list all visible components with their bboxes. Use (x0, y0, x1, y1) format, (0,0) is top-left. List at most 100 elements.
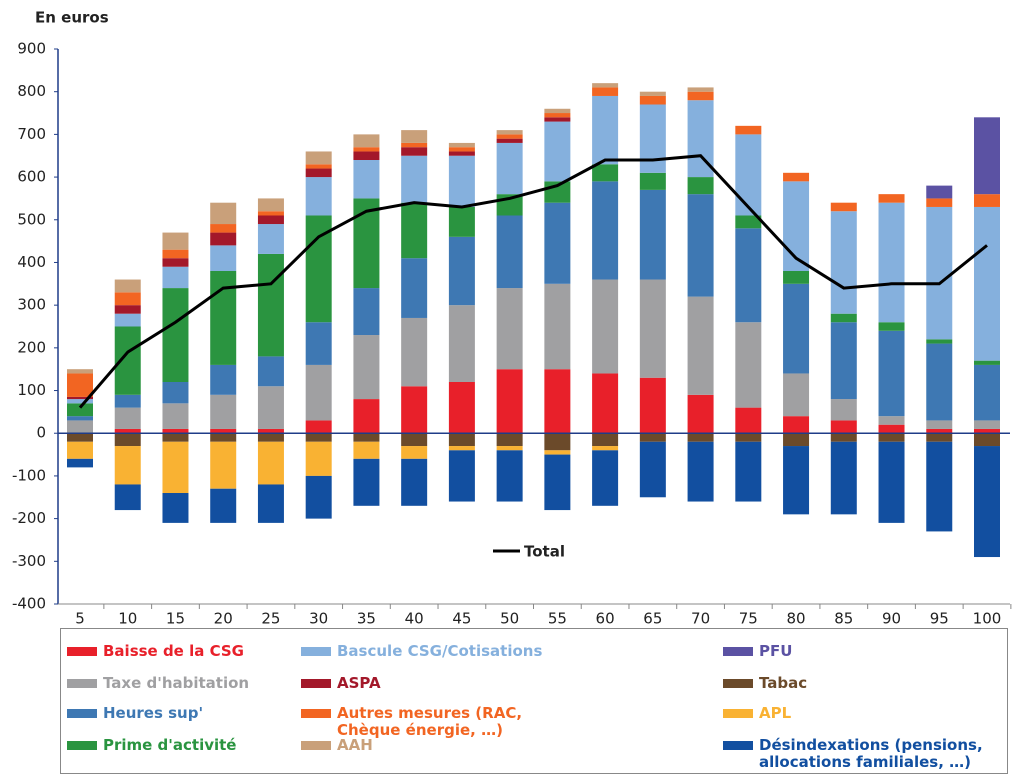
bar-segment (162, 266, 189, 289)
bar-segment (67, 403, 93, 417)
bar-segment (544, 121, 571, 182)
x-tick-label: 90 (882, 610, 901, 628)
bar-segment (926, 441, 953, 532)
bar-segment (639, 91, 666, 96)
bar-segment (974, 194, 1000, 207)
bar-segment (496, 142, 523, 195)
bar-segment (735, 407, 762, 434)
legend-swatch (301, 647, 331, 656)
bar-segment (592, 373, 619, 434)
legend-swatch (67, 709, 97, 718)
x-tick-label: 45 (452, 610, 471, 628)
bar-segment (783, 433, 810, 447)
y-tick-label: -300 (12, 552, 46, 570)
bar-segment (305, 420, 332, 434)
bar-segment (496, 369, 523, 434)
bar-segment (162, 493, 189, 523)
y-tick-label: 100 (17, 381, 46, 399)
legend-swatch (723, 647, 753, 656)
bar-segment (783, 416, 810, 434)
legend-swatch (67, 679, 97, 688)
bar-segment (974, 364, 1000, 421)
bar-segment (162, 249, 189, 259)
bar-segment (67, 433, 93, 442)
bar-segment (257, 215, 284, 225)
bar-segment (401, 317, 428, 387)
bar-segment (210, 364, 237, 395)
bar-segment (210, 271, 237, 365)
bar-segment (878, 416, 905, 425)
x-tick-label: 75 (739, 610, 758, 628)
bar-segment (878, 322, 905, 331)
bar-segment (687, 87, 714, 92)
legend-item: Bascule CSG/Cotisations (301, 643, 542, 660)
bar-segment (496, 138, 523, 143)
x-tick-label: 50 (500, 610, 519, 628)
bar-segment (974, 420, 1000, 429)
bar-segment (114, 484, 141, 511)
bar-segment (830, 420, 857, 434)
bar-segment (926, 339, 953, 344)
bar-segment (162, 232, 189, 250)
bar-segment (830, 211, 857, 314)
bar-segment (114, 407, 141, 429)
bar-segment (353, 288, 380, 336)
y-tick-label: 400 (17, 253, 46, 271)
bar-segment (735, 441, 762, 502)
x-tick-label: 70 (691, 610, 710, 628)
bar-segment (401, 433, 428, 447)
bar-segment (878, 433, 905, 442)
y-tick-label: -100 (12, 466, 46, 484)
bar-segment (162, 403, 189, 429)
bar-segment (687, 433, 714, 442)
legend-item: Désindexations (pensions, allocations fa… (723, 737, 999, 771)
bar-segment (401, 258, 428, 318)
y-tick-label: -200 (12, 509, 46, 527)
bar-segment (353, 151, 380, 160)
bar-segment (592, 450, 619, 506)
bar-segment (210, 224, 237, 233)
plot-area (58, 49, 1010, 604)
bar-segment (830, 433, 857, 442)
legend-label: ASPA (337, 674, 381, 692)
bar-segment (210, 441, 237, 489)
legend-label: Prime d'activité (103, 736, 237, 754)
x-tick-label: 60 (596, 610, 615, 628)
bar-segment (448, 446, 475, 451)
bar-segment (448, 236, 475, 306)
bar-segment (67, 458, 93, 468)
bar-segment (878, 194, 905, 203)
bar-segment (114, 313, 141, 327)
bar-segment (687, 177, 714, 195)
bar-segment (67, 396, 93, 400)
bar-segment (735, 322, 762, 408)
bar-segment (210, 428, 237, 434)
bar-segment (210, 245, 237, 271)
legend-item: Prime d'activité (67, 737, 236, 754)
bar-segment (448, 382, 475, 434)
x-tick-label: 40 (405, 610, 424, 628)
x-tick-label: 25 (261, 610, 280, 628)
bar-segment (544, 454, 571, 511)
bar-segment (162, 382, 189, 404)
bar-segment (496, 130, 523, 135)
y-axis-label: En euros (35, 9, 109, 27)
legend-label: Baisse de la CSG (103, 642, 244, 660)
bar-segment (639, 441, 666, 498)
bar-segment (687, 394, 714, 434)
x-tick-label: 65 (643, 610, 662, 628)
bar-segment (210, 232, 237, 246)
x-tick-label: 85 (834, 610, 853, 628)
chart: En euros -400 -300 -200 -100 0 100 200 300 400 50… (12, 9, 1012, 628)
legend-item: Tabac (723, 675, 807, 692)
bar-segment (735, 125, 762, 135)
bar-segment (257, 253, 284, 357)
legend-item: Taxe d'habitation (67, 675, 249, 692)
bar-segment (257, 484, 284, 523)
x-tick-label: 10 (118, 610, 137, 628)
bar-segment (783, 271, 810, 284)
bar-segment (878, 330, 905, 417)
bar-segment (830, 441, 857, 515)
bar-segment (114, 394, 141, 408)
bar-segment (592, 95, 619, 165)
